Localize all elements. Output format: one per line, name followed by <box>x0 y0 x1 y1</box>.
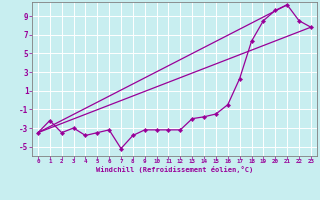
X-axis label: Windchill (Refroidissement éolien,°C): Windchill (Refroidissement éolien,°C) <box>96 166 253 173</box>
